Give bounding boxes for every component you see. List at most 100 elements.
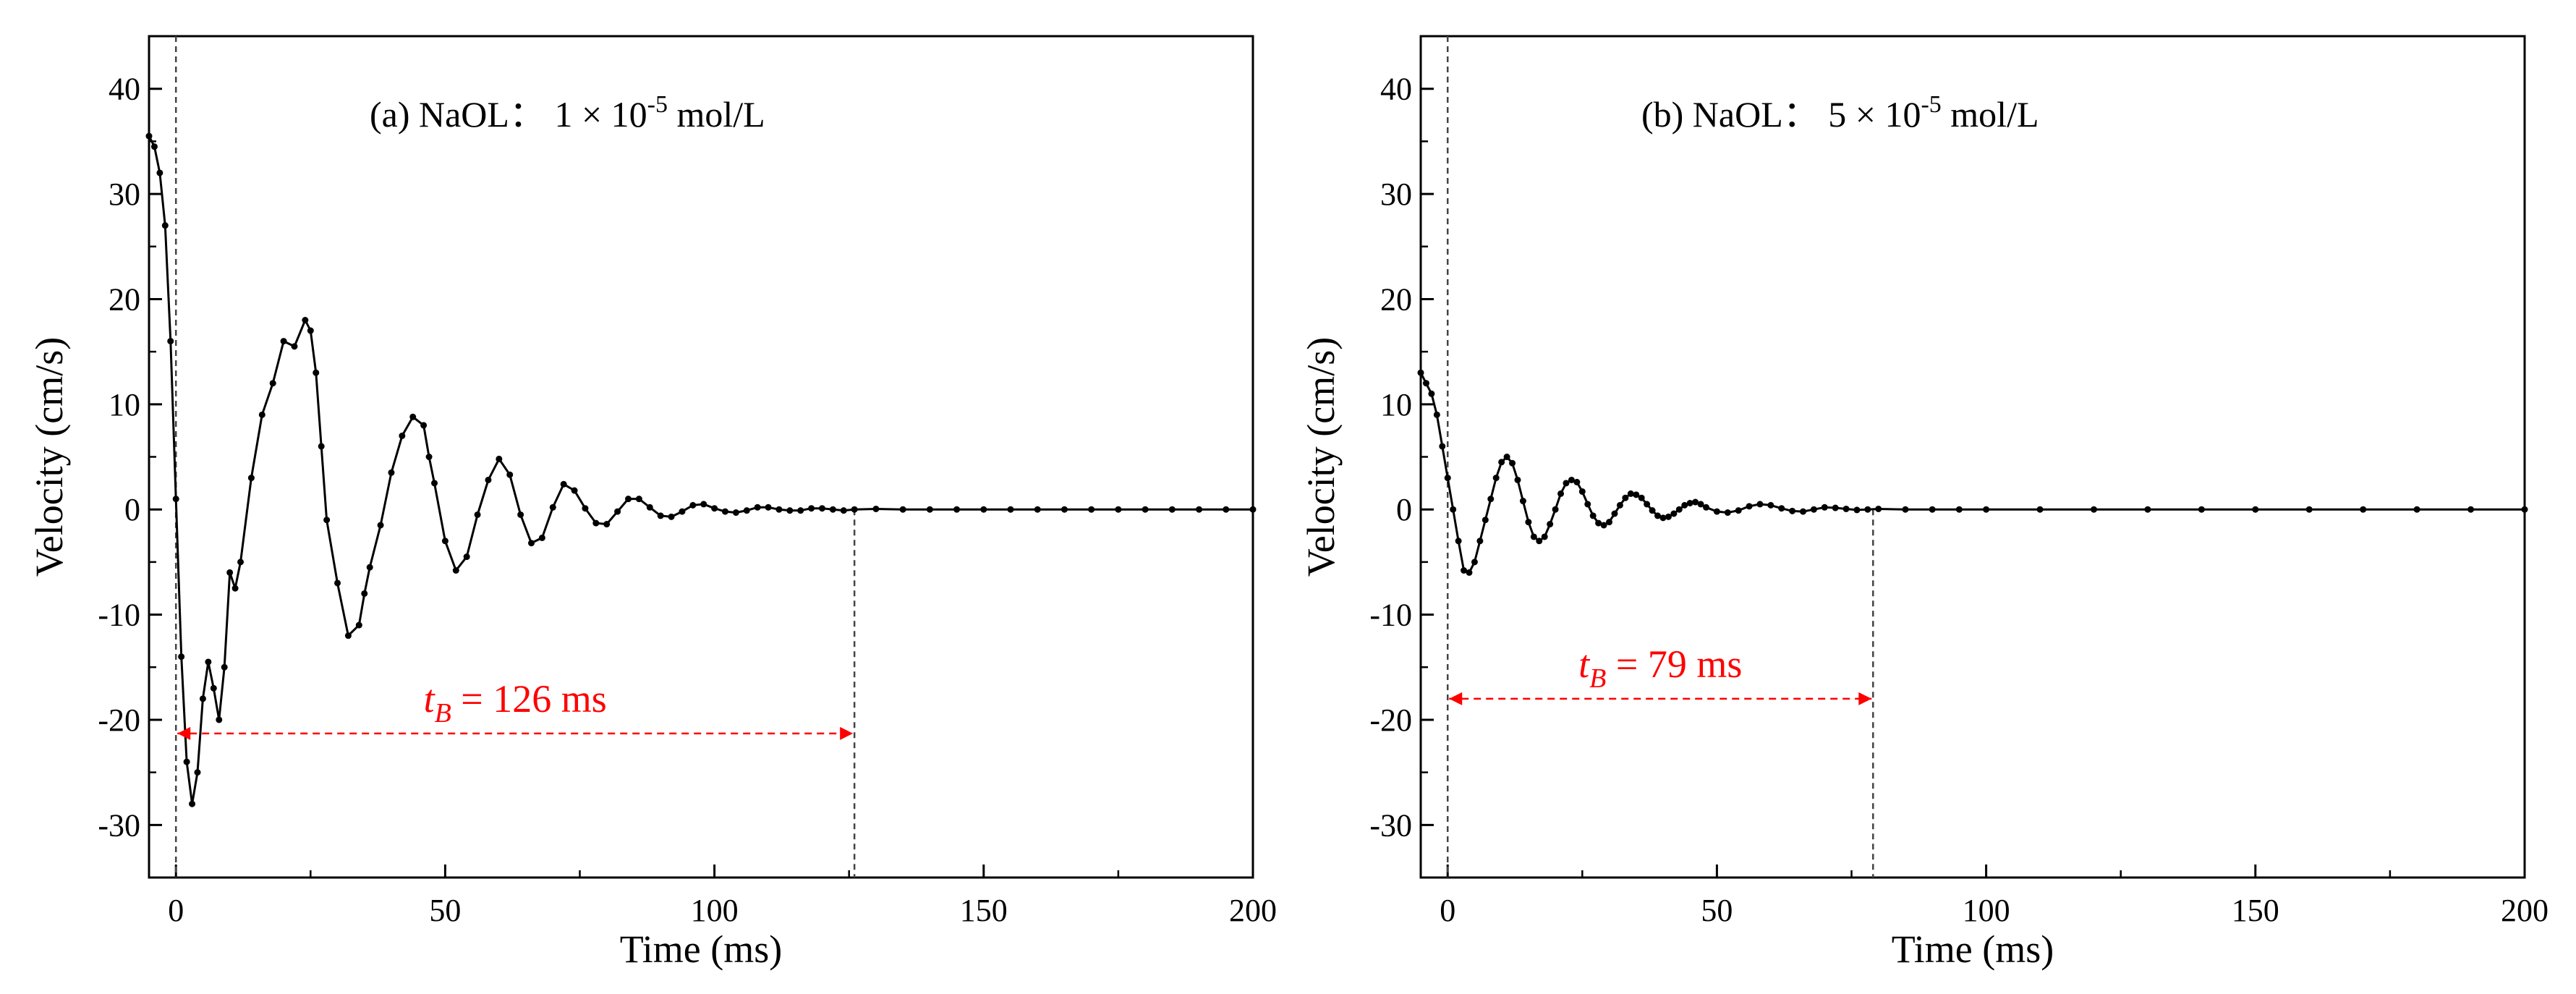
x-tick-label: 150 <box>960 893 1008 928</box>
y-tick-label: -30 <box>98 807 140 843</box>
data-point <box>1649 507 1656 514</box>
data-point <box>1530 533 1537 540</box>
data-point <box>1547 521 1554 528</box>
data-point <box>571 487 578 494</box>
series-line-velocity <box>148 135 1253 805</box>
data-point <box>194 769 201 776</box>
data-point <box>1800 508 1807 515</box>
data-point <box>355 621 362 629</box>
data-point <box>1832 504 1839 511</box>
data-point <box>1552 506 1559 513</box>
y-tick-label: 30 <box>109 177 140 212</box>
data-point <box>1864 506 1871 513</box>
data-point <box>1659 514 1667 522</box>
data-point <box>1196 506 1203 513</box>
data-point <box>754 504 761 511</box>
x-axis-title: Time (ms) <box>620 927 783 971</box>
data-point <box>1578 488 1586 495</box>
data-point <box>1034 506 1041 513</box>
data-point <box>679 508 686 515</box>
data-point <box>377 522 384 529</box>
data-point <box>425 454 433 460</box>
series-line-velocity <box>1419 372 2525 574</box>
data-point <box>1713 508 1720 515</box>
data-point <box>926 506 933 513</box>
data-point <box>2144 506 2151 513</box>
panel-title-exponent: -5 <box>1921 91 1941 118</box>
data-point <box>528 540 535 547</box>
data-point <box>183 758 190 765</box>
data-point <box>775 506 783 513</box>
y-tick-label: -10 <box>1369 598 1412 633</box>
y-tick-label: 40 <box>109 72 140 107</box>
data-point <box>721 508 728 515</box>
data-point <box>231 585 239 592</box>
data-point <box>538 534 545 541</box>
data-point <box>711 505 718 512</box>
data-point <box>1756 501 1764 508</box>
panel-title: (b) NaOL： 5 × 10-5 mol/L <box>1641 91 2039 135</box>
data-point <box>258 411 265 418</box>
data-point <box>280 338 287 345</box>
data-point <box>226 569 234 576</box>
data-point <box>1875 505 1882 512</box>
data-point <box>205 658 212 666</box>
x-tick-label: 0 <box>168 893 184 928</box>
data-point <box>689 501 697 509</box>
data-point <box>1983 506 1990 513</box>
data-point <box>1568 476 1575 483</box>
panel-title-unit: mol/L <box>668 94 765 135</box>
x-tick-label: 150 <box>2232 893 2279 928</box>
y-tick-label: 20 <box>1380 281 1412 317</box>
data-point <box>840 507 847 514</box>
data-point <box>899 506 906 513</box>
y-tick-label: 0 <box>124 492 140 527</box>
panel-title-main: (b) NaOL： 5 × 10 <box>1641 94 1921 135</box>
data-point <box>247 475 255 482</box>
data-point <box>1433 411 1440 418</box>
data-point <box>409 413 417 420</box>
y-tick-label: -20 <box>1369 702 1412 738</box>
data-point <box>313 369 320 376</box>
data-point <box>1519 498 1526 505</box>
data-point <box>1249 506 1257 513</box>
data-point <box>2252 506 2259 513</box>
data-point <box>560 480 567 488</box>
x-tick-label: 0 <box>1440 893 1455 928</box>
data-point <box>1482 517 1489 524</box>
panel-title-main: (a) NaOL： 1 × 10 <box>370 94 647 135</box>
y-tick-label: 10 <box>1380 387 1412 422</box>
data-point <box>2521 506 2528 513</box>
data-point <box>1611 510 1618 517</box>
data-point <box>1778 505 1785 512</box>
data-point <box>156 169 163 177</box>
data-point <box>189 800 196 807</box>
tb-label-t: t <box>1578 642 1591 686</box>
data-point <box>334 579 341 587</box>
data-point <box>1422 380 1429 387</box>
data-point <box>1670 510 1678 517</box>
tb-label-value: = 79 ms <box>1606 642 1742 686</box>
data-point <box>361 590 368 597</box>
data-point <box>150 143 158 150</box>
data-point <box>1746 503 1753 510</box>
data-point <box>1692 498 1699 506</box>
data-point <box>1644 501 1651 508</box>
data-point <box>1444 475 1451 482</box>
data-point <box>323 517 331 524</box>
data-point <box>1476 538 1484 545</box>
y-axis-title: Velocity (cm/s) <box>27 337 71 577</box>
data-point <box>1503 454 1510 460</box>
data-point <box>1573 478 1581 485</box>
data-point <box>1654 512 1662 519</box>
data-point <box>2198 506 2205 513</box>
y-tick-label: 20 <box>109 281 140 317</box>
data-point <box>1902 506 1909 513</box>
data-point <box>1563 480 1570 487</box>
y-tick-label: 0 <box>1396 492 1412 527</box>
data-point <box>668 513 675 520</box>
tb-label-subscript: B <box>435 698 451 728</box>
y-axis-title: Velocity (cm/s) <box>1299 337 1343 577</box>
data-point <box>953 506 961 513</box>
